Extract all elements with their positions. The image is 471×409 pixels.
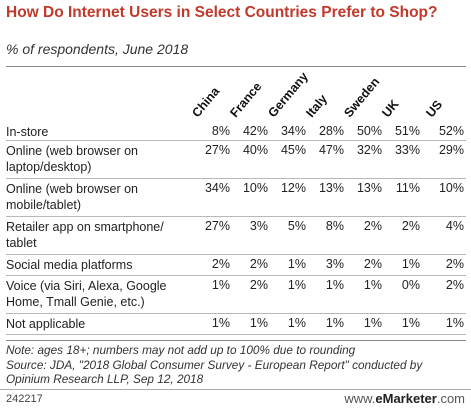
cell-italy: 3% [325, 257, 344, 271]
cell-france: 1% [249, 316, 268, 330]
cell-sweden: 13% [356, 181, 382, 195]
cell-italy: 28% [318, 124, 344, 138]
bottom-divider [6, 340, 466, 341]
cell-italy: 1% [325, 278, 344, 292]
cell-france: 3% [249, 219, 268, 233]
cell-uk: 51% [394, 124, 420, 138]
cell-sweden: 1% [363, 316, 382, 330]
cell-germany: 5% [287, 219, 306, 233]
row-label: Online (web browser on mobile/tablet) [6, 182, 139, 212]
cell-uk: 1% [401, 316, 420, 330]
cell-uk: 33% [394, 143, 420, 157]
row-label: Social media platforms [6, 258, 133, 272]
table-row: Social media platforms 2% 2% 1% 3% 2% 1% 2% [6, 255, 466, 276]
row-label: Retailer app on smartphone/ tablet [6, 220, 164, 250]
cell-france: 2% [249, 257, 268, 271]
cell-us: 52% [438, 124, 464, 138]
cell-france: 10% [242, 181, 268, 195]
cell-italy: 1% [325, 316, 344, 330]
cell-france: 40% [242, 143, 268, 157]
cell-china: 34% [204, 181, 230, 195]
cell-italy: 8% [325, 219, 344, 233]
cell-france: 2% [249, 278, 268, 292]
chart-title: How Do Internet Users in Select Countrie… [6, 4, 438, 21]
chart-id: 242217 [6, 393, 43, 405]
cell-china: 2% [211, 257, 230, 271]
source-text: Source: JDA, "2018 Global Consumer Surve… [6, 357, 423, 387]
brand-logo: www.eMarketer.com [344, 391, 465, 406]
notes: Note: ages 18+; numbers may not add up t… [6, 343, 468, 387]
cell-china: 27% [204, 219, 230, 233]
column-headers: China France Germany Italy Sweden UK US [0, 69, 471, 130]
cell-china: 27% [204, 143, 230, 157]
brand-prefix: www. [344, 391, 376, 406]
row-label: Not applicable [6, 317, 86, 331]
cell-sweden: 32% [356, 143, 382, 157]
cell-italy: 13% [318, 181, 344, 195]
cell-uk: 1% [401, 257, 420, 271]
table-row: In-store 8% 42% 34% 28% 50% 51% 52% [6, 122, 466, 141]
cell-us: 10% [438, 181, 464, 195]
cell-china: 1% [211, 278, 230, 292]
cell-uk: 11% [395, 181, 420, 195]
cell-sweden: 50% [356, 124, 382, 138]
data-table: In-store 8% 42% 34% 28% 50% 51% 52% Online (web … [6, 122, 466, 335]
cell-france: 42% [242, 124, 268, 138]
cell-italy: 47% [318, 143, 344, 157]
cell-germany: 45% [280, 143, 306, 157]
cell-us: 1% [445, 316, 464, 330]
table-row: Voice (via Siri, Alexa, Google Home, Tma… [6, 276, 466, 314]
column-header-china: China [189, 84, 223, 120]
column-header-france: France [227, 79, 265, 120]
cell-uk: 0% [401, 278, 420, 292]
brand-suffix: .com [436, 391, 465, 406]
table-row: Not applicable 1% 1% 1% 1% 1% 1% 1% [6, 314, 466, 335]
table-row: Online (web browser on laptop/desktop) 27… [6, 141, 466, 179]
column-header-uk: UK [379, 97, 402, 120]
cell-china: 8% [211, 124, 230, 138]
top-divider [6, 66, 466, 67]
cell-sweden: 1% [363, 278, 382, 292]
cell-germany: 1% [287, 257, 306, 271]
cell-us: 2% [445, 278, 464, 292]
cell-us: 2% [445, 257, 464, 271]
table-row: Retailer app on smartphone/ tablet 27% 3% 5… [6, 217, 466, 255]
cell-china: 1% [211, 316, 230, 330]
cell-germany: 1% [287, 316, 306, 330]
row-label: Online (web browser on laptop/desktop) [6, 144, 139, 174]
table-row: Online (web browser on mobile/tablet) 34%… [6, 179, 466, 217]
note-text: Note: ages 18+; numbers may not add up t… [6, 343, 356, 357]
brand-name: eMarketer [375, 391, 437, 406]
chart-subtitle: % of respondents, June 2018 [6, 41, 189, 57]
footer: 242217 www.eMarketer.com [0, 389, 471, 409]
cell-sweden: 2% [363, 219, 382, 233]
cell-us: 4% [445, 219, 464, 233]
column-header-sweden: Sweden [341, 74, 383, 120]
column-header-us: US [423, 97, 446, 120]
column-header-italy: Italy [303, 91, 331, 120]
row-label: In-store [6, 125, 49, 139]
cell-germany: 1% [287, 278, 306, 292]
row-label: Voice (via Siri, Alexa, Google Home, Tma… [6, 279, 167, 309]
cell-germany: 34% [280, 124, 306, 138]
cell-us: 29% [438, 143, 464, 157]
cell-uk: 2% [401, 219, 420, 233]
cell-germany: 12% [280, 181, 306, 195]
cell-sweden: 2% [363, 257, 382, 271]
